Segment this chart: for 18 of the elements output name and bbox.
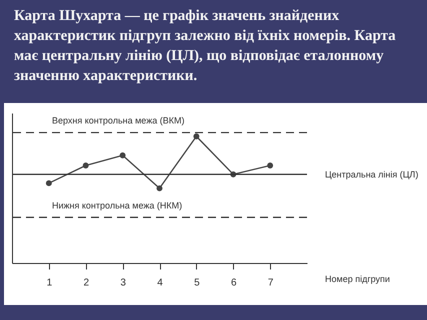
x-tick-label: 6	[230, 278, 237, 288]
x-tick-label: 2	[83, 278, 90, 288]
point	[193, 133, 200, 140]
x-tick-label: 1	[46, 278, 53, 288]
point	[156, 185, 162, 192]
ref-line-label: Центральна лінія (ЦЛ)	[325, 169, 418, 180]
point	[267, 162, 274, 168]
x-axis-title: Номер підгрупи	[325, 274, 390, 284]
x-tick-label: 7	[268, 278, 274, 288]
chart-title: Карта Шухарта — це графік значень знайдених характеристик підгруп залежно від їхніх номерів. Карта має центральну лінію (ЦЛ), що відповідає еталонному значенню характеристики.	[14, 8, 396, 84]
x-tick-label: 5	[194, 278, 200, 288]
ref-line-label: Нижня контрольна межа (НКМ)	[52, 200, 182, 210]
x-tick-label: 4	[157, 278, 164, 288]
point	[46, 180, 52, 186]
x-tick-label: 3	[120, 278, 126, 288]
point	[82, 162, 89, 168]
point	[120, 152, 126, 158]
ref-line-label: Верхня контрольна межа (ВКМ)	[52, 116, 184, 126]
